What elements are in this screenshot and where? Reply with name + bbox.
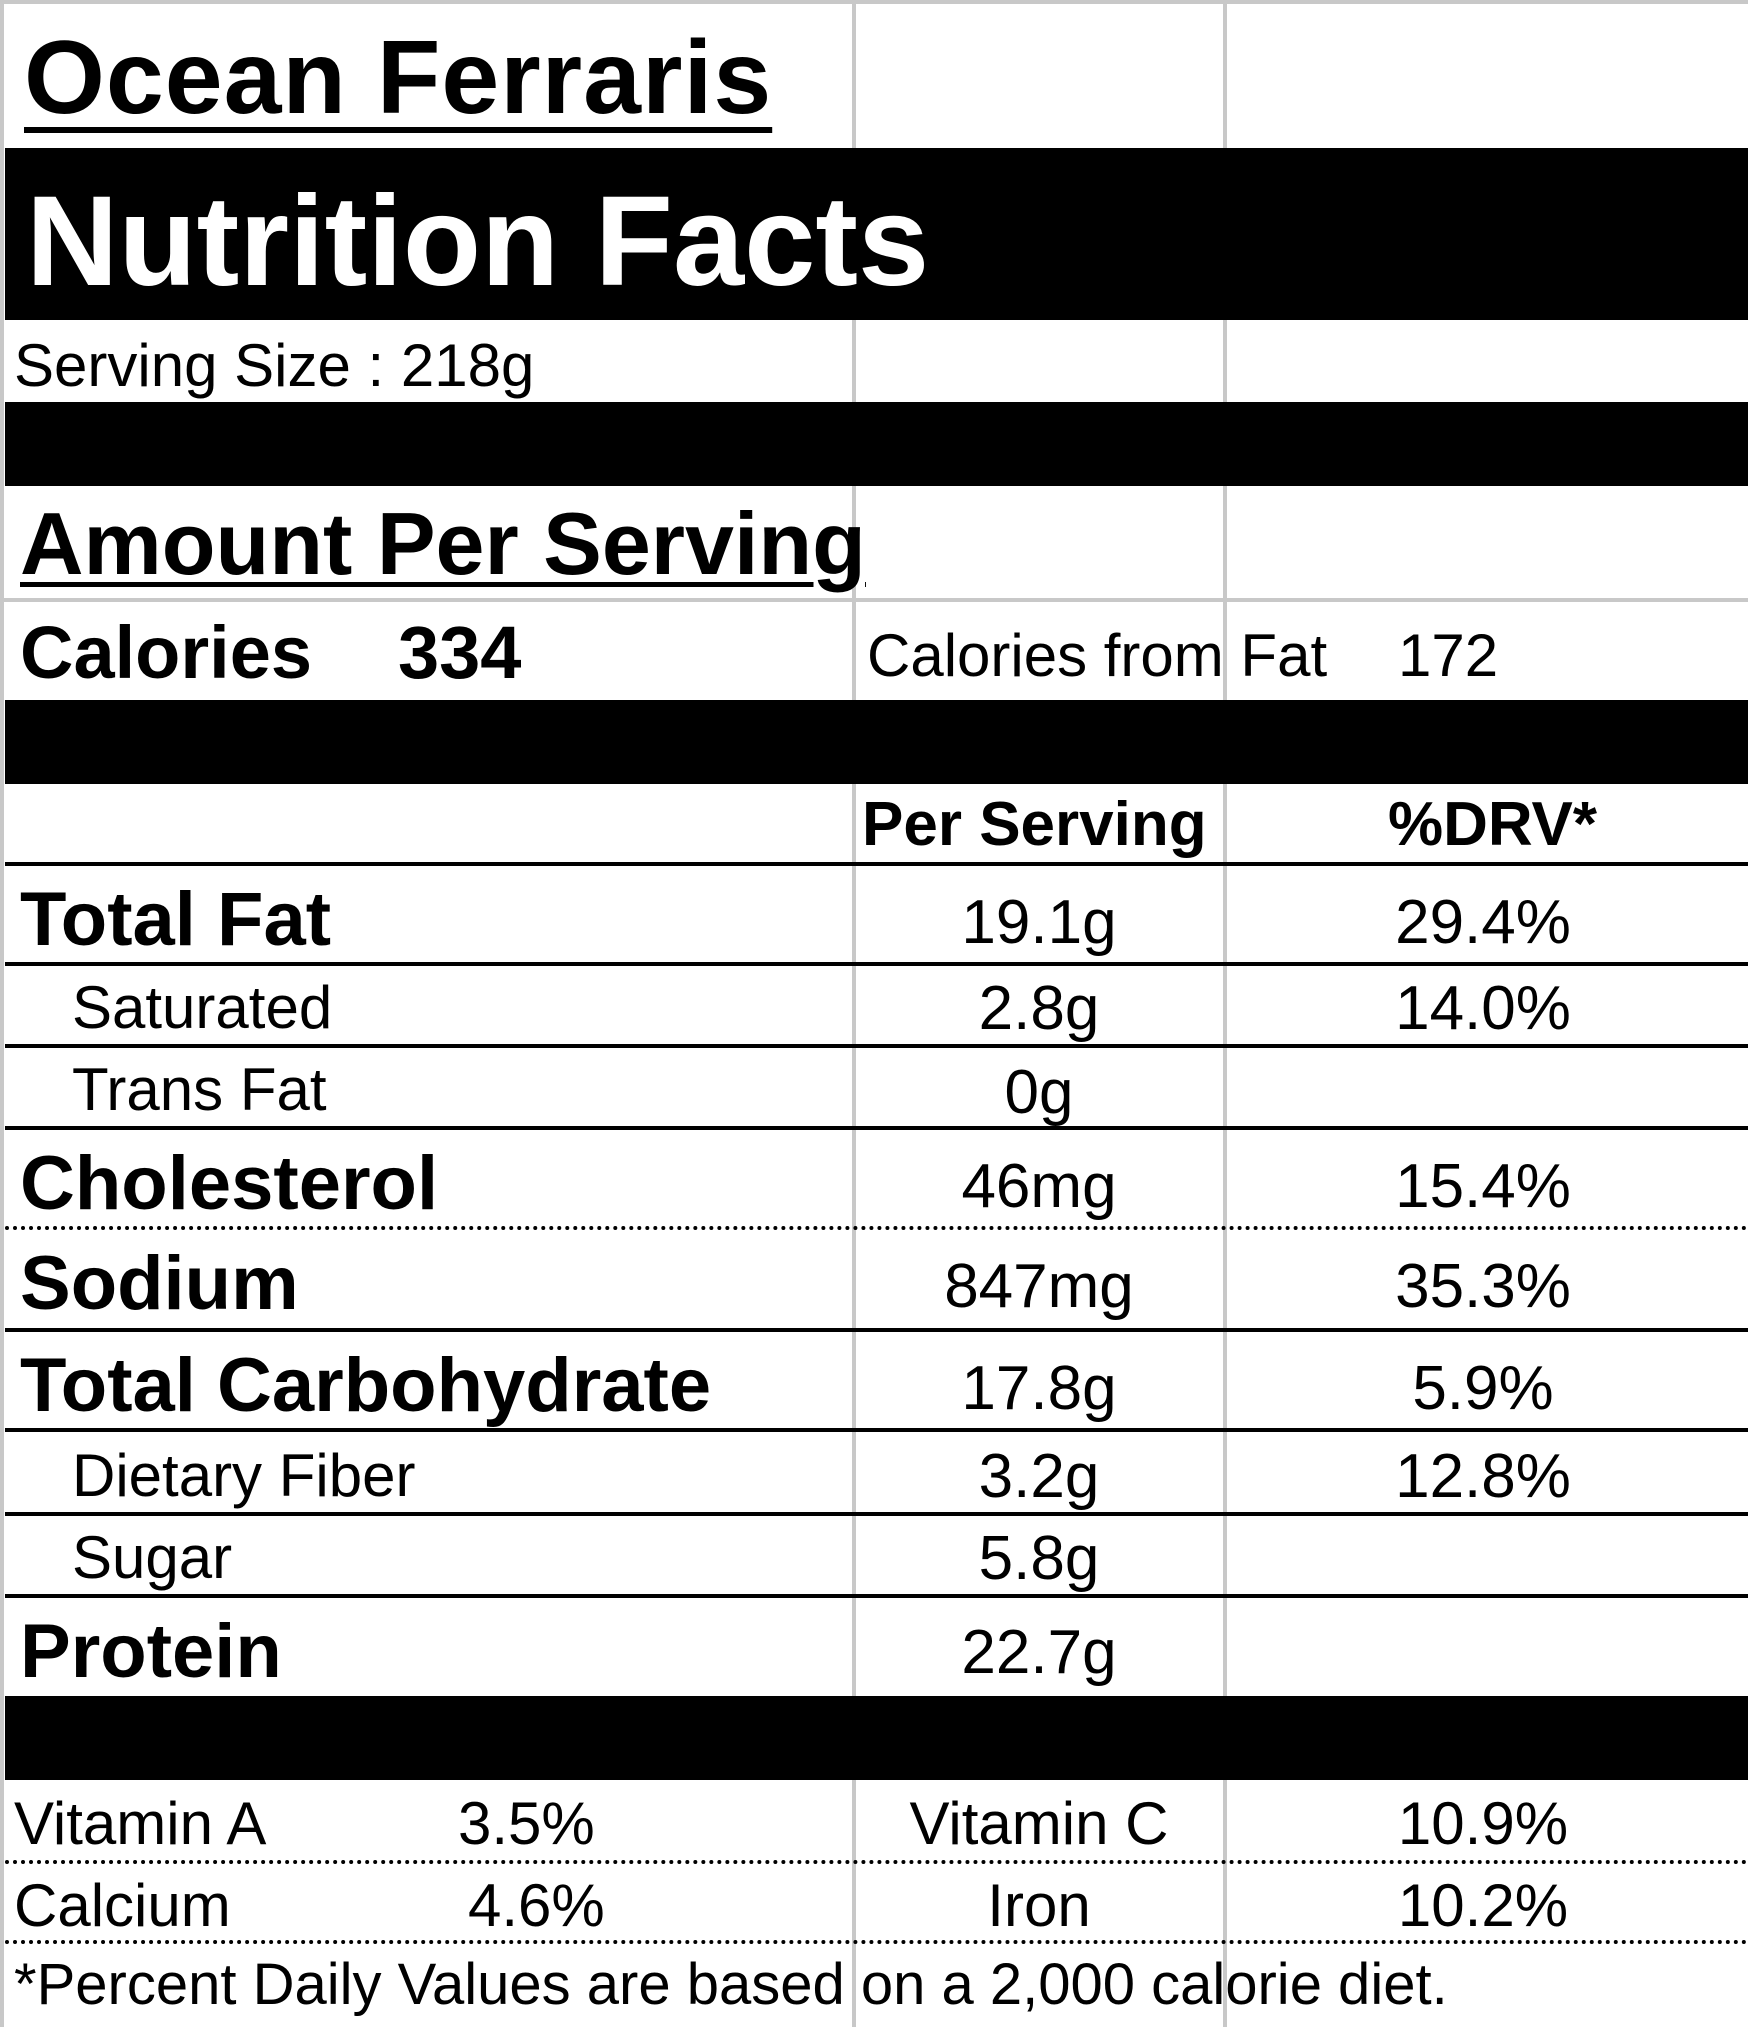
nutrient-amount-dietary-fiber: 3.2g [978, 1442, 1100, 1511]
calcium-label: Calcium [14, 1872, 231, 1939]
serving-size: Serving Size : 218g [14, 332, 535, 399]
nutrient-amount-protein: 22.7g [961, 1618, 1117, 1687]
row-divider [5, 1226, 1748, 1230]
row-divider [5, 1428, 1748, 1432]
drv-header: %DRV* [1388, 790, 1598, 859]
calories-from-fat-value: 172 [1398, 622, 1499, 689]
nutrient-name-sugar: Sugar [72, 1524, 233, 1591]
row-divider [5, 1860, 1748, 1864]
grid-line [0, 0, 1748, 4]
calories-from-fat-label: Calories from Fat [867, 622, 1328, 689]
nutrient-amount-total-carbohydrate: 17.8g [961, 1354, 1117, 1423]
nutrient-name-sodium: Sodium [20, 1241, 299, 1326]
row-divider [5, 1126, 1748, 1130]
row-divider [5, 1512, 1748, 1516]
iron-value: 10.2% [1397, 1872, 1569, 1939]
nutrient-name-saturated: Saturated [72, 974, 333, 1041]
separator-bar [5, 700, 1748, 784]
vitamin-c-label: Vitamin C [909, 1790, 1169, 1857]
per-serving-header: Per Serving [862, 790, 1207, 859]
vitamin-a-value: 3.5% [458, 1790, 595, 1857]
separator-bar [5, 402, 1748, 486]
nutrient-name-trans-fat: Trans Fat [72, 1056, 327, 1123]
nutrient-name-total-fat: Total Fat [20, 877, 332, 962]
nutrient-drv-cholesterol: 15.4% [1395, 1152, 1571, 1221]
product-name: Ocean Ferraris [24, 20, 773, 136]
nutrient-drv-sodium: 35.3% [1395, 1252, 1571, 1321]
nutrient-amount-saturated: 2.8g [978, 974, 1100, 1043]
row-divider [5, 1594, 1748, 1598]
row-divider [5, 862, 1748, 866]
label-title: Nutrition Facts [26, 170, 930, 313]
grid-line [852, 0, 856, 2027]
amount-per-serving-heading: Amount Per Serving [20, 494, 866, 593]
calcium-value: 4.6% [468, 1872, 605, 1939]
row-divider [5, 962, 1748, 966]
row-divider [5, 1328, 1748, 1332]
grid-line [0, 598, 1748, 602]
vitamin-a-label: Vitamin A [14, 1790, 267, 1857]
calories-label: Calories [20, 611, 313, 694]
nutrient-name-dietary-fiber: Dietary Fiber [72, 1442, 416, 1509]
nutrient-drv-total-fat: 29.4% [1395, 888, 1571, 957]
vitamin-c-value: 10.9% [1397, 1790, 1569, 1857]
iron-label: Iron [987, 1872, 1091, 1939]
nutrient-drv-total-carbohydrate: 5.9% [1412, 1354, 1554, 1423]
nutrient-name-cholesterol: Cholesterol [20, 1141, 439, 1226]
nutrient-name-total-carbohydrate: Total Carbohydrate [20, 1343, 712, 1428]
nutrient-drv-saturated: 14.0% [1395, 974, 1571, 1043]
footnote: *Percent Daily Values are based on a 2,0… [14, 1952, 1448, 2017]
calories-value: 334 [398, 611, 522, 694]
nutrient-drv-dietary-fiber: 12.8% [1395, 1442, 1571, 1511]
row-divider [5, 1044, 1748, 1048]
row-divider [5, 1940, 1748, 1944]
nutrient-name-protein: Protein [20, 1609, 282, 1694]
nutrient-amount-sodium: 847mg [944, 1252, 1134, 1321]
nutrient-amount-trans-fat: 0g [1004, 1058, 1074, 1127]
title-bar [5, 148, 1748, 320]
grid-line [1223, 0, 1227, 2027]
grid-line [0, 0, 4, 2027]
nutrient-amount-sugar: 5.8g [978, 1524, 1100, 1593]
nutrient-amount-total-fat: 19.1g [961, 888, 1117, 957]
separator-bar [5, 1696, 1748, 1780]
nutrient-amount-cholesterol: 46mg [961, 1152, 1117, 1221]
